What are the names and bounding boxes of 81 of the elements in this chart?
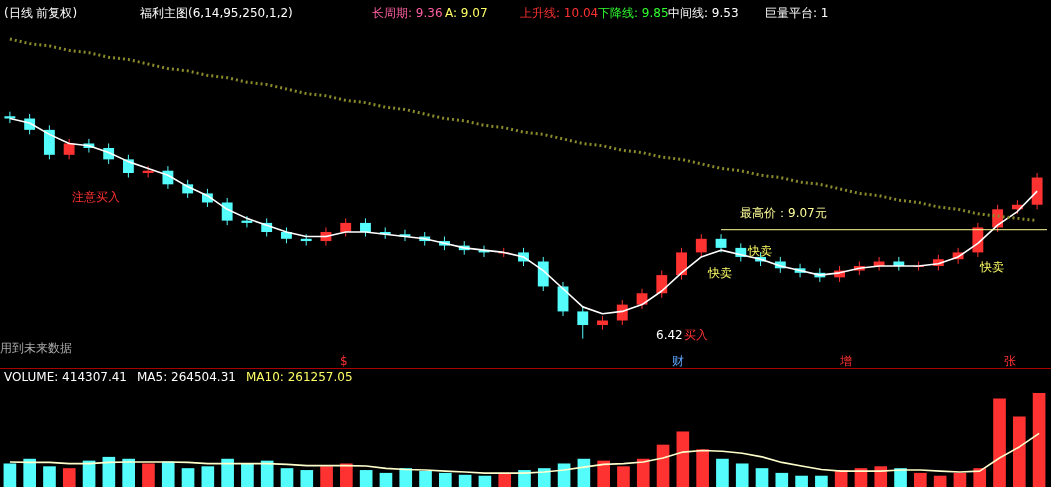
ref-line-label: 最高价：9.07元	[740, 205, 827, 220]
bar	[933, 475, 947, 487]
bar	[973, 468, 987, 487]
bar	[340, 463, 353, 487]
bar	[557, 463, 571, 487]
bar	[874, 466, 888, 487]
text: A: 9.07	[445, 6, 488, 21]
bar	[181, 468, 195, 487]
chart-subtitle: MA5: 264504.31	[137, 370, 236, 385]
chart-title: VOLUME: 414307.41	[4, 370, 127, 385]
chart-title: (日线 前复权)	[4, 6, 78, 21]
bar	[656, 444, 670, 487]
bar	[795, 475, 808, 487]
bar	[43, 466, 56, 487]
bar	[716, 458, 729, 487]
bar	[993, 398, 1006, 487]
bar	[280, 468, 294, 487]
bar	[379, 472, 393, 487]
candlestick	[4, 111, 16, 124]
bar	[1032, 392, 1046, 487]
bar	[636, 458, 650, 487]
text: 长周期: 9.36	[372, 6, 443, 21]
bar	[359, 470, 373, 487]
bar	[696, 449, 709, 487]
candlestick	[695, 233, 707, 258]
bar	[62, 468, 76, 487]
bar	[161, 461, 175, 487]
bar	[201, 466, 215, 487]
annotation: 注意买入	[72, 190, 120, 205]
bar	[953, 472, 967, 487]
bar	[3, 463, 17, 487]
text: 用到未来数据	[0, 341, 72, 356]
bar	[122, 458, 135, 487]
bar	[775, 472, 789, 487]
bar	[300, 470, 314, 487]
bar	[142, 463, 155, 487]
bar	[458, 474, 472, 487]
text: 巨量平台: 1	[765, 6, 829, 21]
candlestick	[715, 233, 727, 253]
text: 中间线: 9.53	[668, 6, 739, 21]
annotation: 快卖	[707, 266, 732, 281]
bar	[755, 468, 769, 487]
candlestick	[577, 306, 589, 340]
bar	[1012, 416, 1026, 487]
bar	[320, 466, 333, 487]
bar	[498, 472, 512, 487]
candlestick	[63, 138, 75, 160]
bar	[537, 468, 551, 487]
annotation: 6.42	[656, 328, 683, 343]
bar	[439, 472, 452, 487]
text: 下降线: 9.85	[598, 6, 669, 21]
bar	[617, 466, 630, 487]
bar	[221, 458, 234, 487]
bar	[478, 475, 492, 487]
bar	[735, 463, 749, 487]
candlestick	[221, 197, 233, 226]
text: 增	[839, 354, 852, 369]
bar	[260, 460, 274, 487]
text: 财	[672, 354, 684, 369]
bar	[102, 456, 116, 487]
bar	[419, 471, 432, 487]
text: 张	[1004, 354, 1016, 369]
bar	[815, 475, 828, 487]
bar	[82, 460, 96, 487]
candlestick	[340, 217, 352, 238]
candlestick	[676, 247, 687, 281]
bar	[676, 431, 690, 487]
candlestick	[360, 217, 371, 238]
annotation: 买入	[684, 328, 708, 343]
annotation: 快卖	[747, 244, 772, 259]
bar	[597, 460, 610, 487]
annotation: 快卖	[979, 260, 1004, 275]
bar	[399, 468, 413, 487]
bar	[914, 472, 927, 487]
text: $	[340, 354, 348, 369]
bar	[241, 463, 254, 487]
legend-title: MA10: 261257.05	[245, 370, 353, 385]
bar	[23, 458, 37, 487]
chart-subtitle: 福利主图(6,14,95,250,1,2)	[140, 6, 293, 21]
candlestick	[656, 270, 668, 299]
text: 上升线: 10.04	[520, 6, 599, 21]
